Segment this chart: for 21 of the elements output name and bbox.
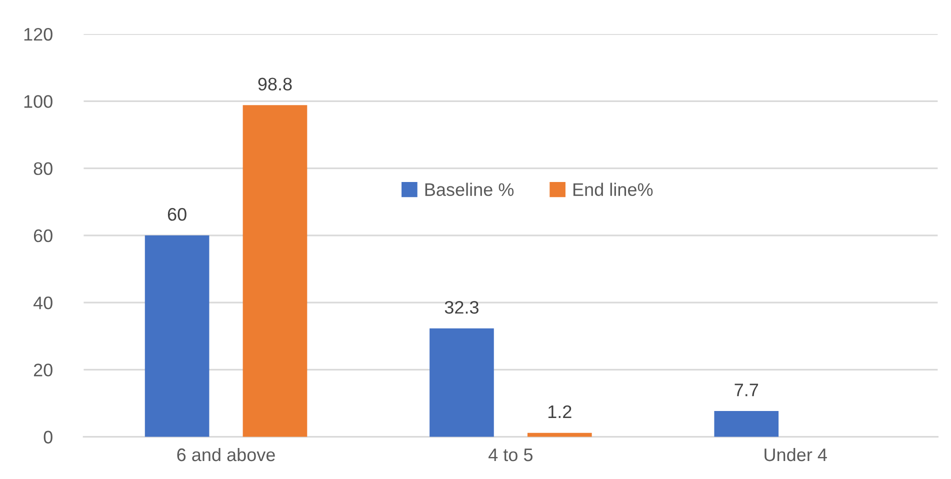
y-tick-label: 0: [44, 430, 52, 444]
bar: [144, 235, 210, 437]
data-label: 98.8: [258, 78, 292, 90]
legend-label: End line%: [573, 182, 653, 196]
y-tick-label: 100: [24, 95, 52, 108]
y-tick-label: 120: [24, 28, 52, 41]
x-tick-label: 6 and above: [177, 448, 275, 462]
y-tick-label: 20: [34, 364, 52, 376]
y-tick-label: 60: [34, 229, 52, 242]
legend-label: Baseline %: [425, 182, 514, 196]
data-label: 32.3: [444, 300, 479, 314]
x-tick-label: 4 to 5: [488, 448, 533, 462]
data-label: 7.7: [734, 384, 758, 396]
data-label: 60: [168, 208, 186, 221]
bar: [430, 328, 494, 437]
y-tick-label: 40: [33, 296, 52, 310]
bar: [714, 411, 779, 437]
bar: [242, 105, 308, 437]
data-label: 1.2: [548, 405, 572, 418]
x-tick-label: Under 4: [764, 448, 827, 462]
y-tick-label: 80: [34, 162, 52, 176]
